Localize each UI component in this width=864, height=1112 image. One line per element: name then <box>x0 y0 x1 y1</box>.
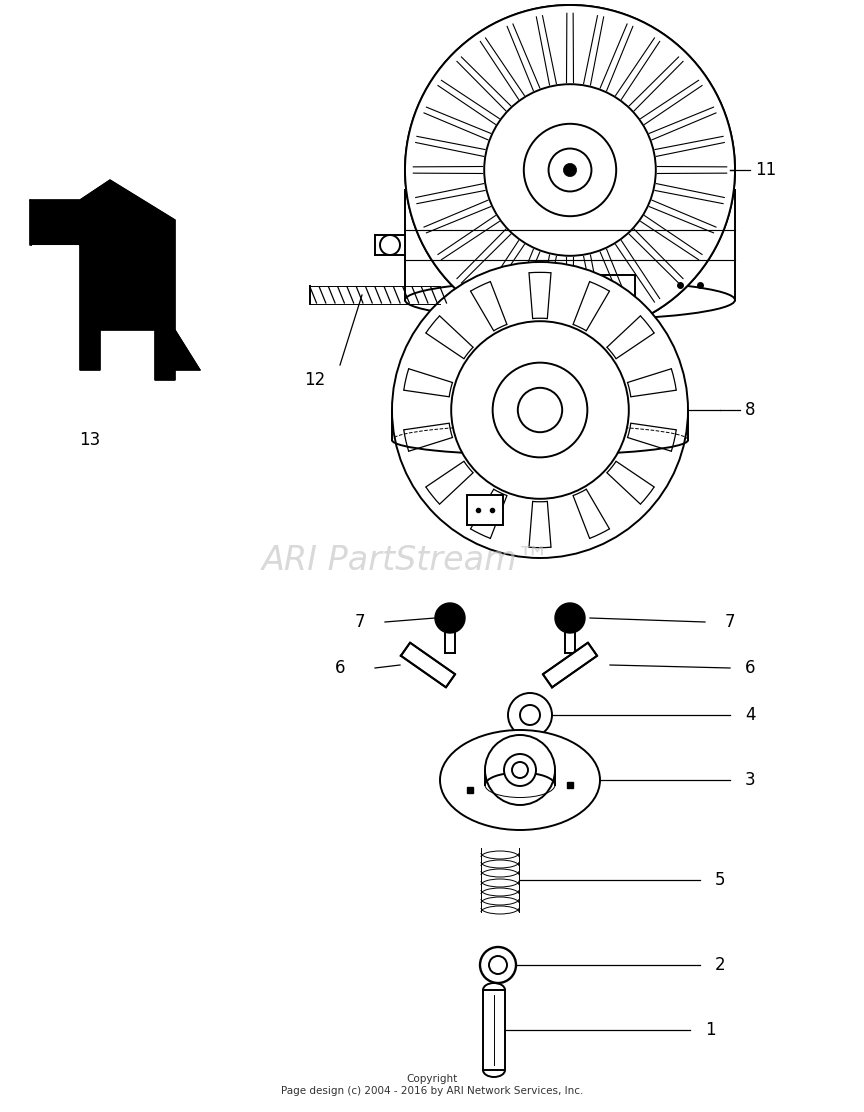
Circle shape <box>512 762 528 778</box>
Text: 12: 12 <box>304 371 326 389</box>
Text: 3: 3 <box>745 771 756 790</box>
Text: 2: 2 <box>715 956 726 974</box>
Circle shape <box>518 388 562 433</box>
Circle shape <box>392 262 688 558</box>
Polygon shape <box>155 330 200 370</box>
Text: 11: 11 <box>755 161 776 179</box>
Text: ARI PartStream™: ARI PartStream™ <box>262 544 550 576</box>
Circle shape <box>489 956 507 974</box>
Polygon shape <box>555 603 585 633</box>
Circle shape <box>508 693 552 737</box>
Text: 5: 5 <box>715 871 726 888</box>
Text: 8: 8 <box>745 401 755 419</box>
Circle shape <box>485 735 555 805</box>
Polygon shape <box>435 603 465 633</box>
Text: 7: 7 <box>354 613 365 631</box>
Ellipse shape <box>440 729 600 830</box>
Text: 1: 1 <box>705 1021 715 1039</box>
Text: 13: 13 <box>79 431 100 449</box>
FancyBboxPatch shape <box>467 495 503 525</box>
Circle shape <box>451 321 629 499</box>
Text: 4: 4 <box>745 706 755 724</box>
Ellipse shape <box>405 4 735 335</box>
Text: 7: 7 <box>725 613 735 631</box>
Text: 6: 6 <box>334 659 345 677</box>
FancyBboxPatch shape <box>483 990 505 1070</box>
Circle shape <box>520 705 540 725</box>
Circle shape <box>504 754 536 786</box>
Polygon shape <box>401 643 455 687</box>
Polygon shape <box>543 643 597 687</box>
Circle shape <box>563 163 576 177</box>
Polygon shape <box>30 180 175 380</box>
Text: Copyright
Page design (c) 2004 - 2016 by ARI Network Services, Inc.: Copyright Page design (c) 2004 - 2016 by… <box>281 1074 583 1095</box>
Text: 6: 6 <box>745 659 755 677</box>
Circle shape <box>480 947 516 983</box>
